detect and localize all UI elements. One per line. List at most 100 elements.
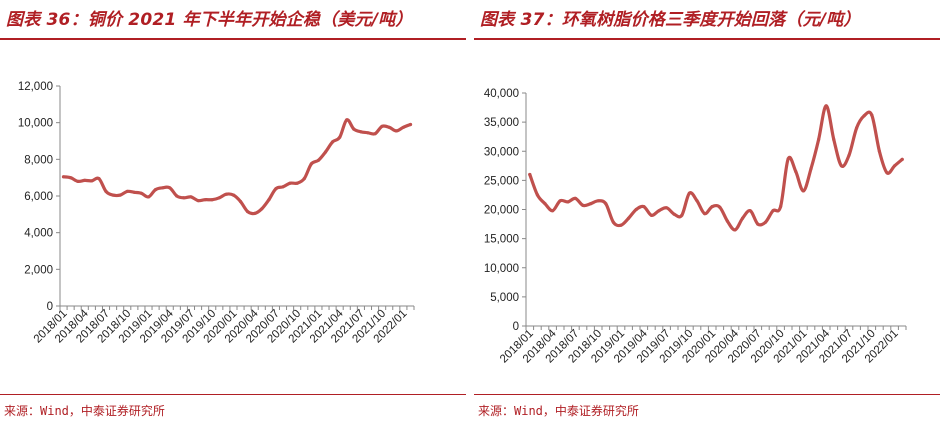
data-point: [175, 194, 179, 198]
y-tick-label: 40,000: [484, 88, 519, 100]
data-point: [535, 193, 539, 197]
data-point: [168, 186, 172, 190]
data-point: [748, 209, 752, 213]
data-point: [210, 198, 214, 202]
data-point: [604, 202, 608, 206]
chart-title: 图表 37：环氧树脂价格三季度开始回落（元/吨）: [480, 10, 861, 30]
source-note: 来源：Wind，中泰证券研究所: [478, 404, 639, 418]
data-point: [786, 157, 790, 161]
data-point: [309, 162, 313, 166]
data-point: [611, 220, 615, 224]
title-divider: [474, 38, 940, 40]
data-point: [634, 207, 638, 212]
y-tick-label: 6,000: [24, 191, 53, 203]
data-point: [408, 122, 413, 127]
y-tick-label: 0: [513, 321, 519, 333]
data-point: [642, 205, 646, 209]
chart-panel-epoxy-price: 图表 37：环氧树脂价格三季度开始回落（元/吨） 0 5,000 10,000 15,…: [474, 0, 940, 426]
data-point: [710, 205, 714, 209]
data-point: [231, 193, 236, 197]
data-point: [832, 138, 836, 142]
data-point: [589, 202, 593, 206]
data-point: [401, 125, 405, 129]
data-point: [733, 228, 737, 232]
data-point: [596, 199, 600, 203]
data-point: [725, 219, 729, 223]
data-point: [260, 207, 264, 211]
data-point: [380, 124, 384, 128]
data-point: [61, 175, 66, 179]
data-point: [718, 205, 722, 209]
data-point: [771, 209, 775, 213]
data-point: [316, 158, 320, 162]
data-point: [69, 176, 73, 180]
title-divider: [0, 38, 466, 40]
data-point: [83, 178, 87, 182]
data-point: [741, 216, 745, 220]
data-point: [253, 211, 257, 215]
data-point: [687, 191, 691, 195]
data-point: [161, 186, 165, 190]
y-tick-label: 10,000: [18, 118, 53, 130]
data-point: [885, 171, 889, 175]
data-point: [217, 196, 221, 200]
data-point: [573, 196, 577, 200]
data-point: [146, 195, 151, 199]
data-point: [154, 188, 158, 192]
data-point: [295, 181, 299, 185]
y-tick-label: 30,000: [484, 146, 519, 158]
data-point: [182, 196, 186, 200]
y-tick-label: 25,000: [484, 175, 519, 187]
data-point: [627, 216, 631, 220]
data-point: [238, 199, 243, 204]
data-point: [756, 222, 760, 226]
data-point: [877, 149, 881, 153]
data-point: [267, 198, 271, 202]
copper-price-line-chart: 02,0004,0006,0008,00010,00012,0002018/01…: [18, 81, 415, 346]
data-point: [359, 130, 363, 134]
data-point: [847, 153, 851, 157]
data-point: [862, 114, 866, 118]
y-tick-label: 5,000: [490, 292, 519, 304]
data-point: [189, 195, 193, 199]
data-point: [809, 167, 813, 171]
data-point: [893, 164, 897, 168]
data-point: [665, 206, 669, 210]
data-point: [801, 189, 805, 193]
data-point: [331, 140, 335, 144]
data-point: [794, 170, 798, 174]
data-point: [302, 177, 306, 181]
data-point: [551, 209, 555, 213]
data-point: [90, 179, 94, 183]
data-point: [824, 104, 828, 108]
data-point: [274, 187, 278, 191]
data-point: [703, 212, 707, 216]
source-note: 来源：Wind，中泰证券研究所: [4, 404, 165, 418]
data-point: [657, 209, 661, 213]
data-point: [672, 212, 676, 216]
y-tick-label: 4,000: [24, 228, 53, 240]
chart-title: 图表 36：铜价 2021 年下半年开始企稳（美元/吨）: [6, 10, 413, 30]
data-point: [338, 135, 342, 139]
data-point: [373, 132, 377, 136]
data-point: [394, 129, 398, 133]
data-point: [817, 138, 821, 142]
data-point: [566, 200, 570, 204]
data-point: [855, 126, 859, 130]
y-tick-label: 35,000: [484, 117, 519, 129]
y-tick-label: 0: [47, 301, 53, 313]
y-tick-label: 2,000: [24, 264, 53, 276]
data-point: [132, 190, 136, 194]
data-point: [680, 213, 684, 217]
chart-panel-copy-price: 图表 36：铜价 2021 年下半年开始企稳（美元/吨） 0 2,000 4,000…: [0, 0, 466, 426]
data-point: [619, 223, 623, 227]
data-point: [224, 192, 228, 196]
data-point: [900, 157, 904, 161]
data-point: [543, 202, 547, 206]
data-point: [870, 113, 874, 117]
data-point: [97, 177, 101, 181]
y-tick-label: 10,000: [484, 263, 519, 275]
data-point: [528, 172, 532, 177]
y-tick-label: 20,000: [484, 205, 519, 217]
footer-divider: [0, 394, 466, 395]
